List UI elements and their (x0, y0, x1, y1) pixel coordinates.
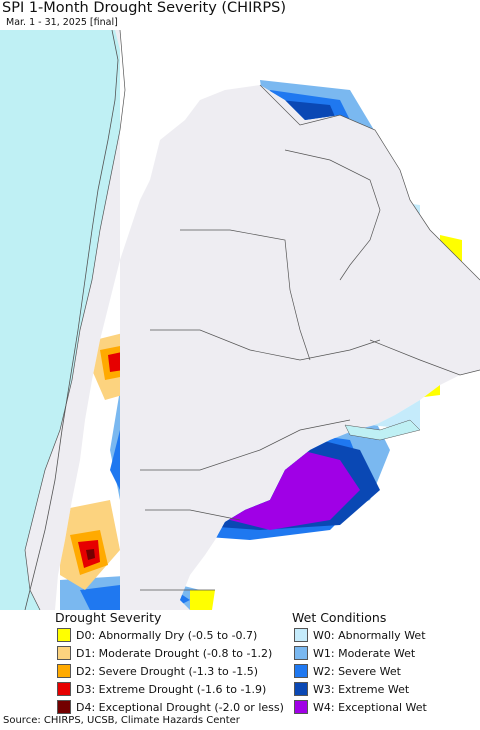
legend-label: W4: Exceptional Wet (313, 700, 427, 714)
legend-label: W0: Abnormally Wet (313, 628, 426, 642)
legend-label: D2: Severe Drought (-1.3 to -1.5) (76, 664, 259, 678)
legend-swatch (294, 664, 308, 678)
d0-region-south (190, 590, 215, 610)
legend-swatch (57, 682, 71, 696)
map-subtitle: Mar. 1 - 31, 2025 [final] (6, 17, 118, 28)
legend: Drought Severity Wet Conditions D0: Abno… (0, 610, 480, 714)
legend-swatch (294, 646, 308, 660)
legend-swatch (294, 682, 308, 696)
legend-item-d3: D3: Extreme Drought (-1.6 to -1.9) (57, 681, 266, 697)
legend-swatch (57, 700, 71, 714)
legend-swatch (57, 628, 71, 642)
chile-coastline (24, 30, 119, 610)
legend-item-w4: W4: Exceptional Wet (294, 699, 427, 715)
borders (24, 30, 480, 610)
legend-item-w2: W2: Severe Wet (294, 663, 401, 679)
river-plate (344, 419, 421, 441)
legend-item-d0: D0: Abnormally Dry (-0.5 to -0.7) (57, 627, 257, 643)
legend-swatch (57, 664, 71, 678)
legend-label: D3: Extreme Drought (-1.6 to -1.9) (76, 682, 267, 696)
legend-label: D1: Moderate Drought (-0.8 to -1.2) (76, 646, 273, 660)
legend-label: D4: Exceptional Drought (-2.0 or less) (76, 700, 284, 714)
legend-label: W1: Moderate Wet (313, 646, 416, 660)
legend-label: D0: Abnormally Dry (-0.5 to -0.7) (76, 628, 258, 642)
map-title: SPI 1-Month Drought Severity (CHIRPS) (2, 0, 287, 16)
legend-item-d1: D1: Moderate Drought (-0.8 to -1.2) (57, 645, 272, 661)
legend-swatch (294, 700, 308, 714)
legend-label: W3: Extreme Wet (313, 682, 410, 696)
legend-item-d2: D2: Severe Drought (-1.3 to -1.5) (57, 663, 258, 679)
wet-legend-title: Wet Conditions (292, 610, 387, 625)
drought-map (0, 30, 480, 610)
legend-item-w3: W3: Extreme Wet (294, 681, 409, 697)
legend-item-w0: W0: Abnormally Wet (294, 627, 426, 643)
d3-region-west (108, 352, 124, 372)
source-credit: Source: CHIRPS, UCSB, Climate Hazards Ce… (3, 715, 240, 726)
legend-item-d4: D4: Exceptional Drought (-2.0 or less) (57, 699, 284, 715)
drought-legend-title: Drought Severity (55, 610, 162, 625)
legend-item-w1: W1: Moderate Wet (294, 645, 415, 661)
legend-swatch (57, 646, 71, 660)
d4-region-southwest (86, 549, 95, 560)
legend-swatch (294, 628, 308, 642)
legend-label: W2: Severe Wet (313, 664, 401, 678)
